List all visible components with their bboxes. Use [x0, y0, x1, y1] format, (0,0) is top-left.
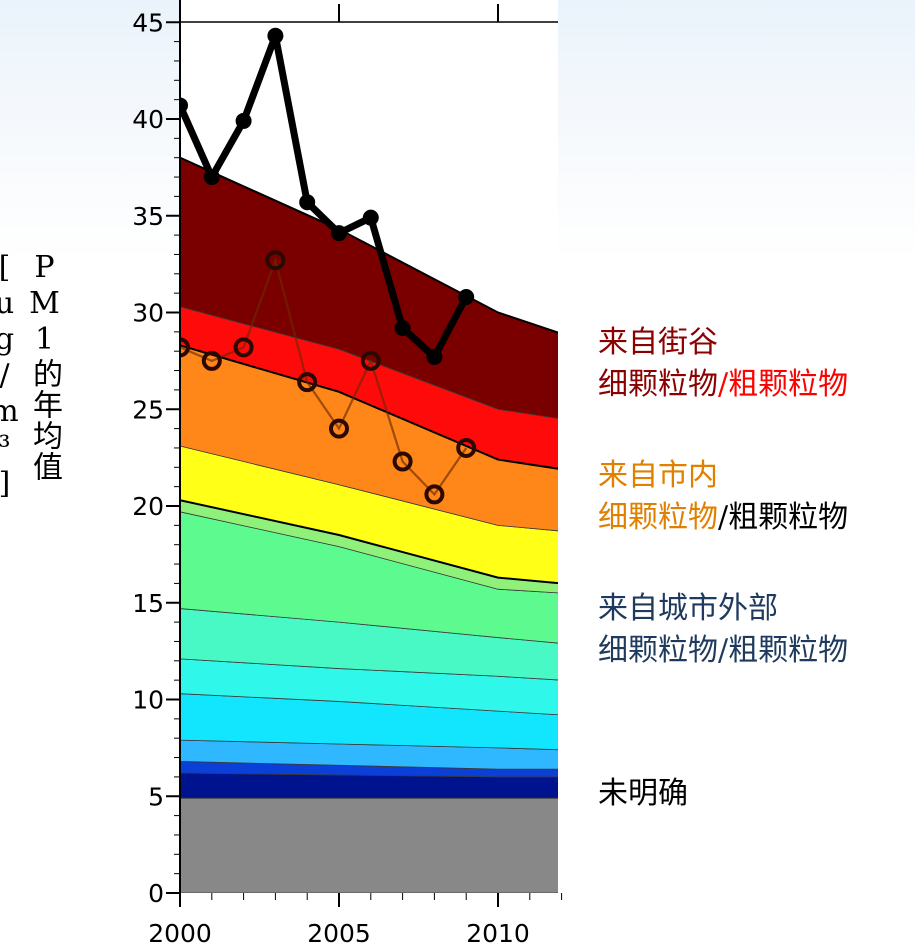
legend-outside-types: 细颗粒物/粗颗粒物	[598, 630, 848, 672]
series-black-line	[180, 32, 470, 361]
legend-unspecified-label: 未明确	[598, 776, 688, 811]
series-black-point	[267, 27, 284, 44]
series-black-point	[426, 349, 443, 366]
legend-outside-sep: /	[718, 633, 729, 668]
x-tick-label: 2005	[307, 919, 371, 948]
series-black-point	[180, 97, 188, 114]
area-band-0	[180, 797, 558, 893]
y-tick-label: 20	[132, 492, 164, 521]
series-black-point	[458, 289, 475, 306]
x-tick-label: 2000	[148, 919, 212, 948]
series-black-point	[331, 225, 347, 242]
series-black-point	[394, 319, 411, 336]
y-tick-label: 25	[132, 395, 164, 424]
legend-outside-coarse: 粗颗粒物	[728, 633, 849, 668]
legend-city-fine: 细颗粒物	[598, 500, 718, 535]
series-black-point	[203, 169, 220, 186]
series-open-point	[392, 451, 413, 472]
y-tick-label: 0	[148, 879, 164, 908]
series-open-point	[360, 350, 381, 371]
axes: 0 5 10 15 20 25 30 35 40 45 2000 2005 2010	[132, 0, 563, 948]
data-lines	[180, 27, 477, 505]
series-open-line	[180, 256, 468, 497]
area-boundary-10	[180, 344, 558, 470]
legend-street-types: 细颗粒物/粗颗粒物	[598, 364, 848, 406]
legend-city: 来自市内 细颗粒物/粗颗粒物	[598, 455, 848, 539]
legend-street-coarse: 粗颗粒物	[728, 367, 849, 402]
series-black-point	[362, 209, 379, 226]
stacked-areas	[180, 156, 558, 893]
legend-city-coarse: 粗颗粒物	[728, 500, 849, 535]
legend-city-sep: /	[718, 500, 729, 535]
series-open-point	[297, 372, 318, 393]
y-tick-label: 30	[132, 299, 164, 328]
legend-street: 来自街谷 细颗粒物/粗颗粒物	[598, 322, 848, 406]
area-boundary-8	[180, 499, 558, 585]
area-boundary-12	[180, 156, 558, 334]
y-tick-label: 35	[132, 202, 164, 231]
legend-street-sep: /	[718, 367, 729, 402]
y-tick-label: 40	[132, 105, 164, 134]
legend-unspecified: 未明确	[598, 773, 688, 815]
series-black-point	[235, 112, 252, 129]
legend-street-title: 来自街谷	[598, 325, 718, 360]
series-open-point	[265, 250, 286, 271]
legend-city-types: 细颗粒物/粗颗粒物	[598, 497, 848, 539]
legend-outside-title: 来自城市外部	[598, 591, 778, 626]
legend-city-title: 来自市内	[598, 458, 718, 493]
legend-street-fine: 细颗粒物	[598, 367, 718, 402]
legend-outside: 来自城市外部 细颗粒物/粗颗粒物	[598, 588, 848, 672]
series-open-point	[456, 437, 477, 458]
y-axis-label: PM1的年均值[ug/m³]	[0, 250, 62, 502]
series-open-point	[329, 418, 349, 439]
series-black-point	[299, 194, 316, 211]
y-tick-label: 45	[132, 8, 164, 37]
series-open-point	[201, 350, 222, 371]
y-tick-label: 15	[132, 589, 164, 618]
legend-outside-fine: 细颗粒物	[598, 633, 718, 668]
series-open-point	[180, 337, 190, 358]
y-tick-label: 5	[148, 782, 164, 811]
series-open-point	[233, 337, 254, 358]
y-tick-label: 10	[132, 686, 164, 715]
series-open-point	[424, 484, 445, 505]
x-tick-label: 2010	[466, 919, 530, 948]
